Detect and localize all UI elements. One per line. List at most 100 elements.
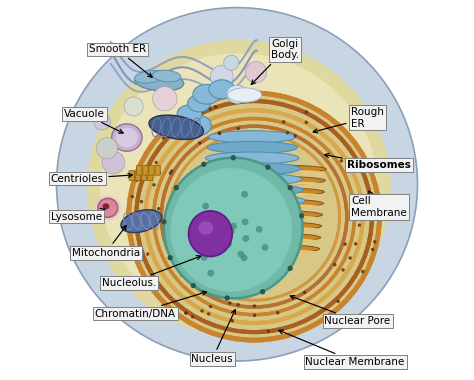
Ellipse shape [228,301,232,305]
Ellipse shape [129,93,380,340]
Text: Cell
Membrane: Cell Membrane [351,191,407,218]
Ellipse shape [184,311,188,315]
Ellipse shape [161,219,166,225]
Ellipse shape [333,263,337,266]
Ellipse shape [241,191,248,198]
Ellipse shape [153,70,181,82]
Ellipse shape [153,87,177,111]
Ellipse shape [202,203,209,209]
Ellipse shape [288,185,293,190]
Ellipse shape [164,158,302,298]
Ellipse shape [208,107,212,111]
Ellipse shape [344,242,347,246]
Ellipse shape [242,218,248,225]
Ellipse shape [265,165,271,170]
Ellipse shape [223,199,323,207]
Ellipse shape [98,198,118,217]
Ellipse shape [135,72,184,91]
Ellipse shape [231,250,315,253]
Ellipse shape [210,65,233,88]
Text: Centrioles: Centrioles [51,173,132,184]
Ellipse shape [149,115,203,139]
Ellipse shape [358,223,361,227]
Ellipse shape [146,252,149,256]
Ellipse shape [253,314,256,317]
Ellipse shape [171,168,292,292]
Ellipse shape [152,183,155,187]
Ellipse shape [216,226,222,233]
Ellipse shape [209,131,296,143]
Ellipse shape [346,169,350,173]
Ellipse shape [220,228,227,235]
Ellipse shape [276,311,279,315]
Ellipse shape [209,250,216,257]
Ellipse shape [221,176,325,185]
Ellipse shape [253,304,256,308]
Ellipse shape [371,248,374,251]
Ellipse shape [305,120,308,124]
Ellipse shape [220,165,326,173]
Ellipse shape [201,110,204,114]
Ellipse shape [121,210,162,233]
Ellipse shape [188,95,210,112]
Ellipse shape [237,251,245,258]
Text: Golgi
Body.: Golgi Body. [251,39,299,84]
Ellipse shape [293,134,297,138]
Text: Vacuole: Vacuole [64,109,123,133]
Ellipse shape [207,141,297,154]
Ellipse shape [200,195,305,207]
Ellipse shape [198,221,213,235]
Ellipse shape [169,171,172,175]
Ellipse shape [102,203,109,209]
Ellipse shape [228,204,319,208]
Ellipse shape [167,255,173,260]
Ellipse shape [96,138,118,159]
FancyBboxPatch shape [147,171,153,180]
Ellipse shape [205,127,208,130]
Ellipse shape [222,188,324,196]
Ellipse shape [207,312,210,316]
Ellipse shape [228,228,235,234]
Ellipse shape [201,254,208,261]
Ellipse shape [303,291,306,294]
Ellipse shape [157,207,160,211]
Ellipse shape [111,124,142,151]
Ellipse shape [156,215,160,218]
Ellipse shape [162,136,165,140]
Ellipse shape [282,120,285,124]
Ellipse shape [227,245,319,253]
Ellipse shape [237,127,240,130]
Ellipse shape [228,215,318,219]
Ellipse shape [135,70,164,83]
Text: Nuclear Pore: Nuclear Pore [290,295,391,326]
FancyBboxPatch shape [135,171,140,180]
Text: Ribosomes: Ribosomes [325,154,411,170]
Ellipse shape [230,155,236,160]
Ellipse shape [201,162,207,167]
Ellipse shape [242,235,249,242]
Ellipse shape [191,315,194,318]
Ellipse shape [337,300,340,303]
Ellipse shape [130,195,134,198]
Ellipse shape [208,270,214,277]
Ellipse shape [227,85,247,103]
Ellipse shape [139,215,142,219]
FancyBboxPatch shape [137,165,142,175]
Ellipse shape [170,169,173,173]
Ellipse shape [155,161,158,164]
Ellipse shape [198,141,201,145]
Ellipse shape [201,309,204,313]
Ellipse shape [209,305,212,308]
Ellipse shape [214,105,218,109]
Ellipse shape [224,211,322,219]
Ellipse shape [218,131,221,135]
Ellipse shape [262,244,268,251]
Ellipse shape [189,211,232,256]
Ellipse shape [191,283,196,288]
Text: Chromatin/DNA: Chromatin/DNA [94,291,207,318]
Ellipse shape [173,185,179,190]
Ellipse shape [183,115,211,136]
Text: Nucleus: Nucleus [191,310,236,364]
Ellipse shape [100,53,378,323]
Ellipse shape [205,152,299,164]
